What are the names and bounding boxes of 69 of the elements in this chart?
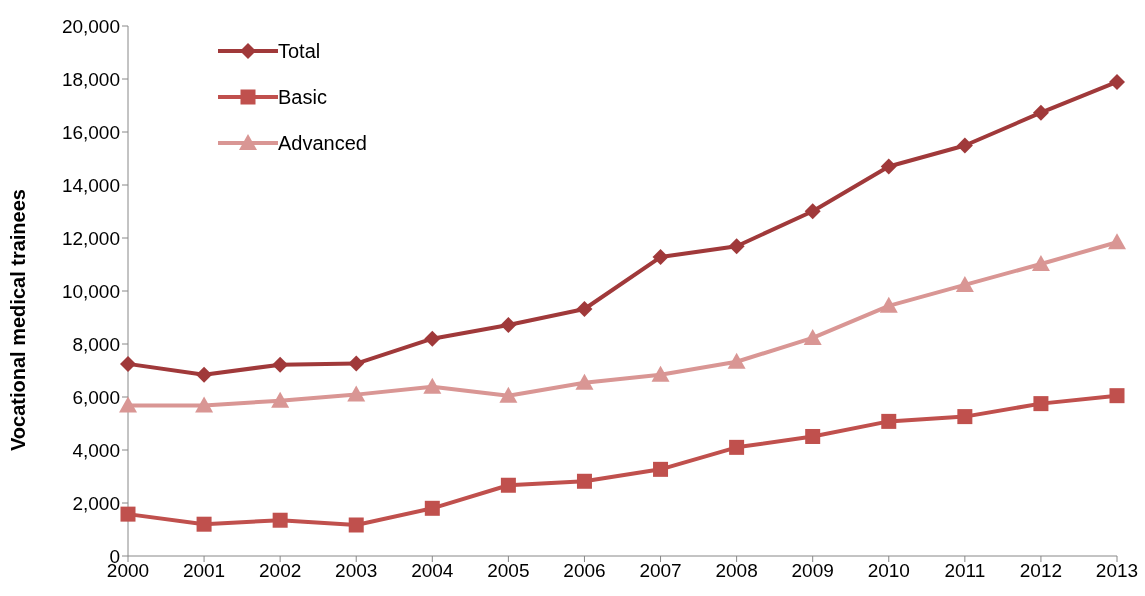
point bbox=[804, 203, 821, 220]
point bbox=[423, 377, 442, 394]
x-tick-label: 2009 bbox=[791, 560, 834, 582]
point bbox=[424, 330, 441, 347]
point bbox=[347, 385, 366, 402]
point bbox=[500, 477, 516, 493]
x-tick-label: 2007 bbox=[639, 560, 682, 582]
x-tick-label: 2002 bbox=[259, 560, 302, 582]
legend-label: Basic bbox=[278, 85, 327, 109]
y-tick-label: 14,000 bbox=[61, 174, 120, 196]
y-tick-label: 10,000 bbox=[61, 280, 120, 302]
x-tick-label: 2013 bbox=[1095, 560, 1139, 582]
point bbox=[727, 352, 746, 369]
point bbox=[879, 296, 898, 313]
point bbox=[119, 396, 137, 413]
point bbox=[880, 158, 897, 175]
point bbox=[652, 249, 669, 266]
point bbox=[955, 275, 974, 292]
point bbox=[728, 238, 745, 255]
y-axis-title: Vocational medical trainees bbox=[7, 189, 30, 451]
point bbox=[195, 396, 214, 413]
point bbox=[805, 428, 821, 444]
x-tick-label: 2012 bbox=[1019, 560, 1063, 582]
point bbox=[1032, 104, 1049, 121]
point bbox=[576, 301, 593, 318]
point bbox=[499, 386, 518, 403]
point bbox=[271, 391, 290, 408]
point bbox=[196, 516, 212, 532]
point bbox=[424, 500, 440, 516]
point bbox=[196, 366, 213, 383]
x-tick-label: 2001 bbox=[182, 560, 226, 582]
point bbox=[348, 517, 364, 533]
y-tick-label: 16,000 bbox=[61, 121, 120, 143]
x-tick-label: 2011 bbox=[944, 560, 986, 582]
y-tick-label: 12,000 bbox=[61, 227, 120, 249]
point bbox=[957, 409, 973, 425]
point bbox=[1033, 396, 1049, 412]
point bbox=[120, 355, 136, 372]
x-tick-label: 2008 bbox=[715, 560, 758, 582]
point bbox=[651, 365, 670, 382]
y-tick-label: 8,000 bbox=[72, 333, 120, 355]
point bbox=[348, 355, 365, 372]
x-tick-label: 2004 bbox=[411, 560, 454, 582]
point bbox=[1109, 388, 1125, 404]
y-tick-label: 20,000 bbox=[61, 15, 120, 37]
x-tick-label: 2010 bbox=[867, 560, 910, 582]
point bbox=[272, 512, 288, 528]
x-tick-label: 2005 bbox=[487, 560, 530, 582]
point bbox=[729, 439, 745, 455]
y-tick-label: 6,000 bbox=[72, 386, 120, 408]
x-tick-label: 2003 bbox=[335, 560, 378, 582]
y-tick-label: 2,000 bbox=[72, 492, 120, 514]
legend-label: Total bbox=[278, 39, 321, 63]
y-tick-label: 18,000 bbox=[61, 68, 120, 90]
point bbox=[576, 473, 592, 489]
point bbox=[1108, 233, 1126, 250]
point bbox=[956, 137, 973, 154]
point bbox=[803, 328, 822, 345]
point bbox=[272, 356, 289, 373]
y-tick-label: 4,000 bbox=[72, 439, 120, 461]
point bbox=[881, 413, 897, 429]
point bbox=[1109, 73, 1125, 90]
point bbox=[575, 373, 594, 390]
point bbox=[653, 461, 669, 477]
point bbox=[1031, 254, 1050, 271]
point bbox=[120, 506, 136, 522]
legend-label: Advanced bbox=[278, 131, 367, 155]
point bbox=[500, 316, 517, 333]
x-tick-label: 2006 bbox=[563, 560, 606, 582]
